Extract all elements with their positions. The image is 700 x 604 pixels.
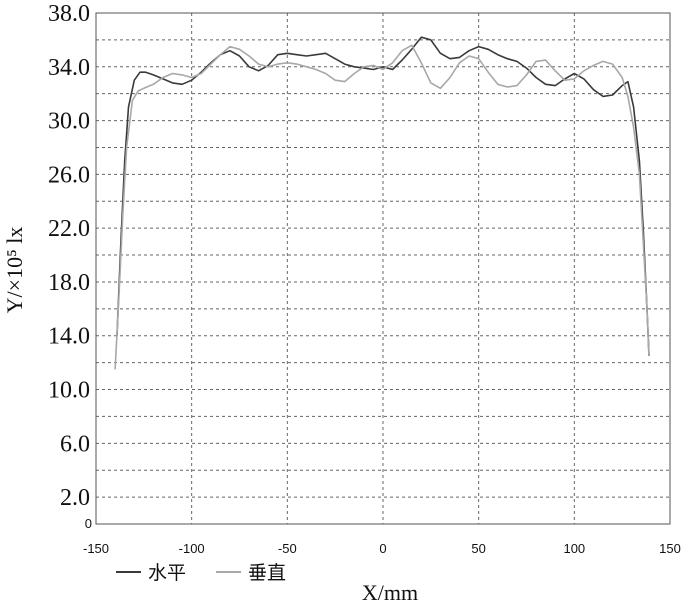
series-line-vertical — [114, 44, 650, 370]
y-tick-label: 38.0 — [48, 1, 90, 27]
x-tick-label: 0 — [379, 541, 386, 556]
y-tick-label: 14.0 — [48, 324, 90, 350]
legend-label-vertical: 垂直 — [248, 562, 286, 584]
y-axis-label: Y/×10⁵ lx — [2, 227, 27, 314]
x-tick-label: -50 — [278, 541, 297, 556]
series-line-horizontal — [116, 36, 650, 356]
x-tick-label: 150 — [659, 541, 681, 556]
x-tick-label: -100 — [179, 541, 205, 556]
y-tick-label: 2.0 — [60, 485, 90, 511]
x-axis-label: X/mm — [362, 580, 418, 604]
y-tick-label: 18.0 — [48, 270, 90, 296]
x-tick-label: -150 — [83, 541, 109, 556]
legend-label-horizontal: 水平 — [148, 562, 186, 584]
plot-frame — [95, 12, 671, 525]
x-tick-labels: -150 -100 -50 0 50 100 150 — [83, 541, 681, 556]
y-tick-label: 10.0 — [48, 378, 90, 404]
y-tick-label: 30.0 — [48, 109, 90, 135]
y-tick-labels: 2.0 6.0 10.0 14.0 18.0 22.0 26.0 30.0 34.0 38.0 0 — [48, 1, 92, 531]
y-tick-label: 34.0 — [48, 55, 90, 81]
y-tick-label: 26.0 — [48, 162, 90, 188]
y-tick-label: 22.0 — [48, 216, 90, 242]
y-tick-label-zero: 0 — [85, 516, 92, 531]
y-tick-label: 6.0 — [60, 431, 90, 457]
x-tick-label: 100 — [563, 541, 585, 556]
series-lines — [114, 36, 650, 370]
grid — [96, 13, 670, 524]
x-tick-label: 50 — [471, 541, 485, 556]
legend: 水平 垂直 — [116, 562, 286, 584]
